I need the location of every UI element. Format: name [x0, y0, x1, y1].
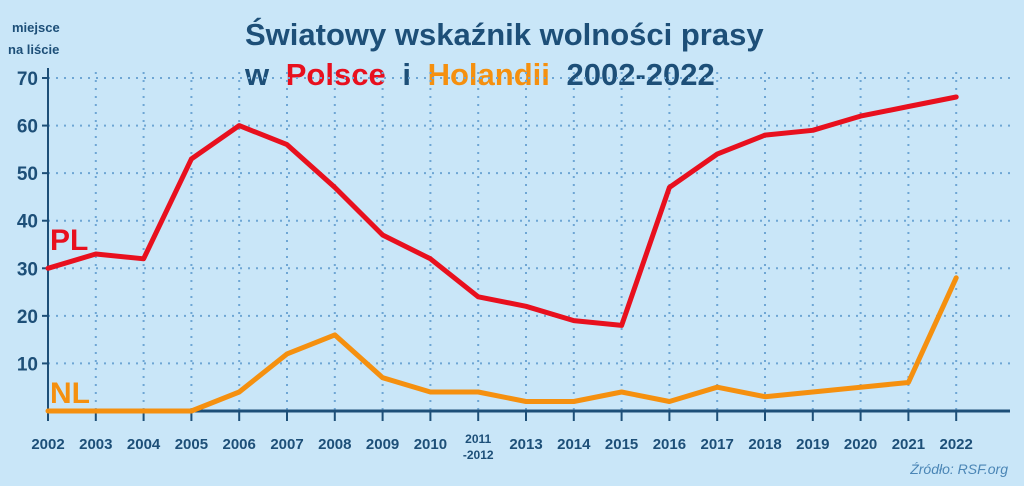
x-tick-label: 2002 — [31, 436, 64, 453]
chart-title-line1: Światowy wskaźnik wolności prasy — [245, 16, 764, 52]
x-tick-label: 2008 — [318, 436, 351, 453]
chart-title-line2: w Polsce i Holandii 2002-2022 — [244, 57, 715, 92]
grid — [48, 72, 1010, 411]
x-tick-label: 2016 — [653, 436, 686, 453]
y-tick-label: 10 — [17, 354, 38, 375]
x-tick-label: 2005 — [175, 436, 208, 453]
x-tick-label: 2015 — [605, 436, 638, 453]
x-tick-label: 2021 — [892, 436, 925, 453]
x-tick-label-cont: -2012 — [463, 448, 494, 462]
y-tick-label: 60 — [17, 117, 38, 138]
y-axis-label-line1: miejsce — [12, 20, 60, 35]
series-label-nl: NL — [50, 377, 90, 410]
series-lines — [45, 94, 959, 414]
x-tick-label: 2006 — [223, 436, 256, 453]
x-tick-label: 2003 — [79, 436, 112, 453]
x-tick-label: 2007 — [270, 436, 303, 453]
x-tick-labels: 2002 2003 2004 2005 2006 2007 2008 2009 2010 2011… — [31, 432, 973, 462]
title-prefix: w — [244, 57, 270, 92]
source-note: Źródło: RSF.org — [909, 461, 1008, 477]
x-tick-label: 2011 — [465, 432, 491, 446]
y-axis-label-line2: na liście — [8, 42, 59, 57]
y-tick-label: 20 — [17, 307, 38, 328]
x-tick-label: 2022 — [940, 436, 973, 453]
y-tick-label: 30 — [17, 259, 38, 280]
x-tick-label: 2019 — [796, 436, 829, 453]
y-tick-label: 70 — [17, 69, 38, 90]
y-tick-label: 40 — [17, 212, 38, 233]
x-tick-label: 2018 — [748, 436, 781, 453]
x-tick-label: 2014 — [557, 436, 591, 453]
title-mid: i — [402, 57, 411, 92]
x-tick-label: 2013 — [509, 436, 542, 453]
axes — [42, 68, 1010, 421]
title-years: 2002-2022 — [566, 57, 714, 92]
x-tick-label: 2010 — [414, 436, 447, 453]
title-netherlands: Holandii — [428, 57, 550, 92]
x-tick-label: 2017 — [701, 436, 734, 453]
y-tick-labels: 10 20 30 40 50 60 70 — [17, 69, 38, 375]
y-tick-label: 50 — [17, 164, 38, 185]
title-poland: Polsce — [286, 57, 386, 92]
series-line-nl — [45, 275, 959, 414]
x-tick-label: 2020 — [844, 436, 877, 453]
x-tick-label: 2009 — [366, 436, 399, 453]
series-label-pl: PL — [50, 224, 88, 257]
series-line-pl — [45, 94, 959, 328]
x-tick-label: 2004 — [127, 436, 161, 453]
